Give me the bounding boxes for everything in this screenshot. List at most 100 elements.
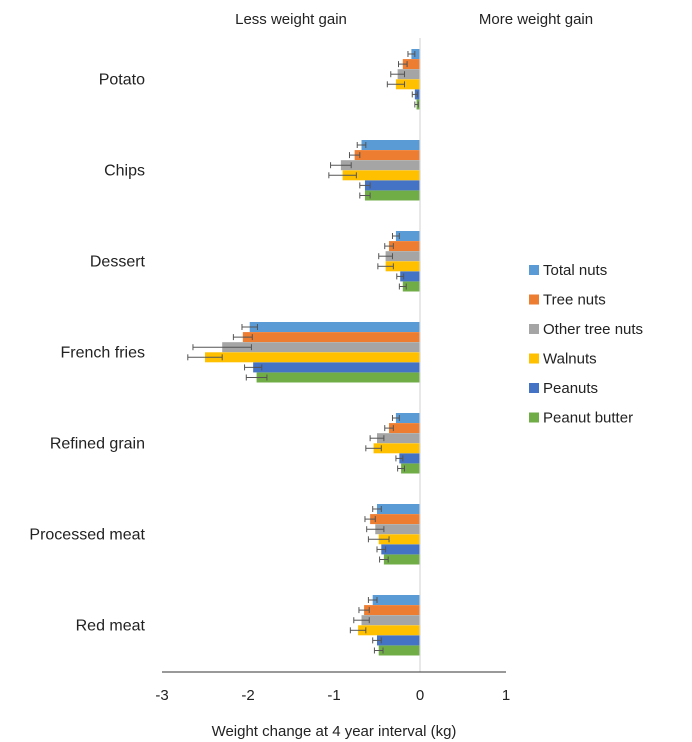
- legend-label: Peanuts: [543, 380, 598, 397]
- bar-chips-other-tree-nuts: [340, 160, 420, 171]
- error-bar: [377, 263, 394, 270]
- legend-swatch: [529, 294, 539, 305]
- bar-dessert-total-nuts: [395, 231, 420, 241]
- category-label-potato: Potato: [99, 71, 145, 88]
- error-bar: [356, 142, 367, 148]
- bar-processed-meat-total-nuts: [377, 504, 420, 514]
- bar-processed-meat-peanuts: [381, 544, 420, 555]
- legend-swatch: [529, 324, 539, 334]
- error-bar: [391, 415, 400, 421]
- error-bar: [411, 91, 418, 98]
- bar-potato-walnuts: [395, 79, 420, 90]
- bar-red-meat-peanuts: [377, 635, 420, 646]
- bar-refined-grain-peanuts: [399, 453, 420, 464]
- error-bar: [372, 506, 382, 512]
- x-tick-label: -1: [327, 687, 340, 704]
- bar-refined-grain-tree-nuts: [389, 423, 420, 434]
- error-bar: [187, 354, 223, 361]
- category-label-chips: Chips: [104, 162, 145, 179]
- error-bar: [358, 607, 370, 614]
- error-bar: [241, 324, 258, 330]
- bar-red-meat-total-nuts: [372, 595, 420, 605]
- bar-french-fries-walnuts: [205, 352, 420, 363]
- bar-potato-tree-nuts: [402, 59, 420, 70]
- error-bar: [366, 526, 385, 533]
- bar-dessert-peanut-butter: [402, 281, 420, 292]
- header-less-weight-gain: Less weight gain: [235, 11, 347, 28]
- error-bar: [379, 556, 389, 563]
- error-bar: [353, 617, 370, 624]
- error-bar: [407, 51, 416, 57]
- error-bar: [367, 597, 378, 603]
- category-label-dessert: Dessert: [90, 253, 146, 270]
- legend-swatch: [529, 265, 539, 275]
- error-bar: [397, 465, 406, 472]
- x-tick-label: 1: [502, 687, 510, 704]
- bar-potato-other-tree-nuts: [397, 69, 420, 80]
- error-bar: [359, 182, 371, 189]
- bar-red-meat-tree-nuts: [364, 605, 420, 616]
- bar-potato-total-nuts: [411, 49, 420, 59]
- error-bar: [414, 101, 419, 108]
- error-bar: [365, 445, 382, 452]
- error-bar: [398, 61, 408, 68]
- error-bar: [391, 233, 400, 239]
- bar-dessert-other-tree-nuts: [385, 251, 420, 262]
- bar-chips-walnuts: [342, 170, 420, 181]
- bar-group: [187, 49, 420, 656]
- legend-label: Other tree nuts: [543, 321, 643, 338]
- x-tick-label: -2: [241, 687, 254, 704]
- error-bar: [373, 647, 384, 654]
- bar-chips-peanuts: [364, 180, 420, 191]
- category-label-processed-meat: Processed meat: [29, 526, 145, 543]
- legend: Total nuts Tree nuts Other tree nuts Walnut…: [529, 262, 643, 427]
- error-bar: [396, 273, 405, 280]
- bar-french-fries-peanut-butter: [256, 372, 420, 383]
- bar-french-fries-tree-nuts: [242, 332, 420, 343]
- error-bar: [384, 243, 394, 250]
- bar-french-fries-other-tree-nuts: [222, 342, 420, 353]
- error-bar: [232, 334, 253, 341]
- bar-processed-meat-peanut-butter: [383, 554, 420, 565]
- legend-label: Walnuts: [543, 351, 597, 368]
- error-bar: [369, 435, 385, 442]
- legend-swatch: [529, 383, 539, 393]
- error-bar: [192, 344, 252, 351]
- error-bar: [398, 283, 407, 290]
- bar-refined-grain-peanut-butter: [401, 463, 420, 474]
- bar-french-fries-total-nuts: [249, 322, 420, 332]
- bar-dessert-walnuts: [385, 261, 420, 272]
- bar-processed-meat-tree-nuts: [370, 514, 420, 525]
- x-tick-label: 0: [416, 687, 424, 704]
- bar-chips-total-nuts: [361, 140, 420, 150]
- bar-red-meat-other-tree-nuts: [361, 615, 420, 626]
- x-tick-label: -3: [155, 687, 168, 704]
- x-axis-title: Weight change at 4 year interval (kg): [212, 723, 457, 740]
- header-more-weight-gain: More weight gain: [479, 11, 593, 28]
- bar-chips-peanut-butter: [364, 190, 420, 201]
- bar-french-fries-peanuts: [253, 362, 420, 373]
- x-axis: -3 -2 -1 0 1: [155, 38, 510, 704]
- legend-swatch: [529, 353, 539, 364]
- bar-refined-grain-walnuts: [373, 443, 420, 454]
- error-bar: [364, 516, 376, 523]
- error-bar: [378, 253, 393, 260]
- bar-red-meat-peanut-butter: [378, 645, 420, 656]
- error-bar: [386, 81, 406, 88]
- error-bar: [330, 162, 352, 169]
- error-bar: [245, 374, 268, 381]
- category-label-red-meat: Red meat: [76, 617, 146, 634]
- category-label-french-fries: French fries: [61, 344, 145, 361]
- legend-label: Total nuts: [543, 262, 607, 279]
- legend-swatch: [529, 412, 539, 423]
- bar-chips-tree-nuts: [354, 150, 420, 161]
- error-bar: [390, 71, 406, 78]
- legend-label: Tree nuts: [543, 292, 606, 309]
- error-bar: [384, 425, 394, 432]
- error-bar: [348, 152, 361, 159]
- error-bar: [349, 627, 367, 634]
- bar-dessert-tree-nuts: [389, 241, 420, 252]
- error-bar: [395, 455, 404, 462]
- bar-refined-grain-other-tree-nuts: [377, 433, 420, 444]
